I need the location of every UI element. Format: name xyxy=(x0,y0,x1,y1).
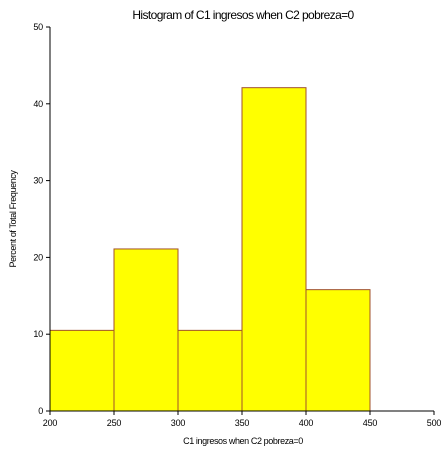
x-tick-label-1: 250 xyxy=(107,418,122,428)
x-tick-label-4: 400 xyxy=(299,418,314,428)
y-axis-label: Percent of Total Frequency xyxy=(8,170,18,268)
y-tick-label-4: 40 xyxy=(33,99,43,109)
x-tick-label-5: 450 xyxy=(363,418,378,428)
axes-group: 0 10 20 30 40 50 200 250 300 350 400 450 500 xyxy=(33,22,441,428)
chart-title: Histogram of C1 ingresos when C2 pobreza… xyxy=(132,8,354,22)
y-tick-label-3: 30 xyxy=(33,176,43,186)
x-tick-label-6: 500 xyxy=(427,418,442,428)
x-tick-label-2: 300 xyxy=(171,418,186,428)
y-tick-label-1: 10 xyxy=(33,329,43,339)
histogram-bar-0 xyxy=(49,329,115,412)
y-tick-label-2: 20 xyxy=(33,252,43,262)
x-tick-label-3: 350 xyxy=(235,418,250,428)
histogram-bar-3 xyxy=(241,87,307,412)
histogram-bar-2 xyxy=(177,329,243,412)
histogram-bar-4 xyxy=(305,289,371,412)
y-tick-label-0: 0 xyxy=(38,406,43,416)
x-tick-label-0: 200 xyxy=(43,418,58,428)
bars-group xyxy=(49,87,371,412)
x-axis-label: C1 ingresos when C2 pobreza=0 xyxy=(183,436,303,446)
y-tick-label-5: 50 xyxy=(33,22,43,32)
histogram-bar-1 xyxy=(113,248,179,412)
